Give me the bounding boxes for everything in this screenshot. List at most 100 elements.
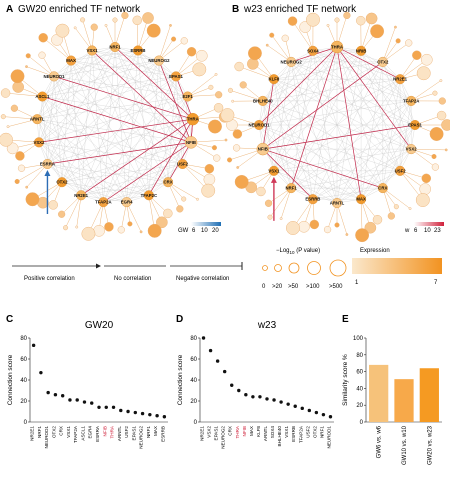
network-a-satellite xyxy=(0,114,6,120)
network-a-ray xyxy=(158,25,171,61)
network-b-edge xyxy=(262,100,338,204)
network-a-node xyxy=(143,190,154,201)
chart-e-bar xyxy=(394,379,414,422)
network-b-edge xyxy=(262,79,401,150)
network-a-edge xyxy=(37,50,139,120)
network-a-edge xyxy=(37,60,72,120)
network-b-ray xyxy=(382,187,411,209)
network-b-node-label: TFAP2A xyxy=(403,98,419,103)
network-b-edge xyxy=(312,148,412,200)
network-b-ray xyxy=(411,80,442,102)
network-b-node xyxy=(286,56,297,67)
network-b-edge xyxy=(262,50,362,102)
network-b-edge xyxy=(273,61,292,171)
network-a-satellite xyxy=(63,225,69,231)
chart-c-x-tick-label: NR2E1 xyxy=(30,426,35,441)
network-b-satellite xyxy=(345,233,349,236)
chart-c-x-tick-label: VSX1 xyxy=(66,426,71,438)
network-a-node-label: ESRRA xyxy=(40,162,55,167)
network-a-edge xyxy=(53,50,139,77)
panel-e-letter: E xyxy=(342,314,349,325)
chart-d-point xyxy=(265,397,269,401)
network-a-edge xyxy=(167,119,193,183)
network-b-satellite xyxy=(220,108,235,123)
network-a-edge xyxy=(158,60,193,120)
network-a-edge xyxy=(91,50,104,203)
chart-c-point xyxy=(104,405,108,409)
network-b-satellite xyxy=(364,221,377,234)
chart-c-y-tick-label: 20 xyxy=(20,399,27,405)
network-a-satellite xyxy=(215,91,223,99)
network-a-edge xyxy=(37,96,188,120)
network-a-edge xyxy=(38,60,160,143)
chart-c-point xyxy=(155,414,159,418)
chart-c-y-tick-label: 0 xyxy=(24,420,28,426)
chart-d-point xyxy=(328,415,333,419)
network-b-edge xyxy=(291,50,362,189)
network-b-edge xyxy=(291,61,338,204)
network-b-edge xyxy=(312,50,401,171)
chart-d-y-tick-label: 80 xyxy=(190,336,197,342)
network-a-node xyxy=(32,114,43,125)
network-b-edge xyxy=(312,50,412,102)
network-a-edge xyxy=(126,76,177,203)
network-a-satellite xyxy=(6,125,10,129)
chart-e-y-tick-label: 60 xyxy=(356,370,363,376)
network-b-node xyxy=(395,165,406,176)
network-b-edge xyxy=(336,46,401,171)
network-b-ray xyxy=(271,35,292,63)
network-b-edge xyxy=(258,61,383,126)
network-a-ray xyxy=(158,40,185,61)
network-a-node xyxy=(170,71,181,82)
network-b-edge xyxy=(382,61,416,126)
network-b-node-label: KLF8 xyxy=(269,77,280,82)
chart-d-y-tick-label: 0 xyxy=(194,420,198,426)
network-a-satellite xyxy=(10,69,25,84)
network-b-satellite xyxy=(326,24,330,27)
chart-d-point xyxy=(300,406,304,411)
network-b-edge xyxy=(273,79,362,200)
network-a-node-label: VSX1 xyxy=(87,48,99,53)
network-a-edge xyxy=(37,119,63,183)
network-b-satellite xyxy=(232,144,241,152)
network-b-positive-edge xyxy=(262,124,416,150)
network-b: THRA NRIB OTX2 NR2E1 TFAP2A EPAS1 VSX2 USF2 CRX M… xyxy=(220,11,450,243)
network-b-edge xyxy=(336,50,362,204)
network-a-edge xyxy=(61,96,188,183)
chart-c-point xyxy=(53,393,58,397)
chart-d-point xyxy=(208,348,213,353)
chart-c-x-tick-label: ASCL1 xyxy=(80,426,85,441)
chart-c-point xyxy=(46,390,50,395)
network-a-edge xyxy=(91,50,169,183)
network-b-node xyxy=(256,142,270,156)
chart-c-y-tick-label: 80 xyxy=(20,336,27,342)
network-b-edge xyxy=(312,50,338,204)
network-b-satellite xyxy=(431,163,439,171)
network-b-node-label: VSX1 xyxy=(268,168,280,173)
network-b-satellite xyxy=(267,214,273,220)
network-a-satellite xyxy=(48,200,58,210)
chart-d-point xyxy=(215,359,220,363)
network-a-node-label: THRA xyxy=(187,117,199,122)
network-a-edge xyxy=(53,76,127,203)
network-a-node-label: ASCL1 xyxy=(35,94,50,99)
legend-pvalue-tick-5: >500 xyxy=(329,284,343,290)
network-a-positive-edge xyxy=(38,118,193,143)
network-b-satellite xyxy=(432,90,438,96)
network-b-node-label: BHLHE40 xyxy=(253,98,273,103)
chart-d-x-tick-label: TFAP2A xyxy=(298,425,303,443)
network-a-ray xyxy=(43,37,72,61)
network-a-satellite xyxy=(142,12,154,24)
chart-d-x-tick-label: CRX xyxy=(228,426,233,436)
network-b-edge xyxy=(291,61,401,171)
network-a-satellite xyxy=(163,208,173,219)
network-a-satellite xyxy=(208,84,214,90)
network-b-edge xyxy=(258,124,383,189)
chart-e-x-tick-label: GW6 vs. w6 xyxy=(377,425,383,458)
chart-d-x-tick-label: BHLHE40 xyxy=(277,426,282,447)
network-a-node-label: TFAP2A xyxy=(95,200,111,205)
network-a-ray xyxy=(7,118,38,127)
network-b-satellite xyxy=(370,24,385,39)
chart-e-bar xyxy=(369,364,389,422)
legend-pvalue-tick-2: >20 xyxy=(272,284,283,290)
